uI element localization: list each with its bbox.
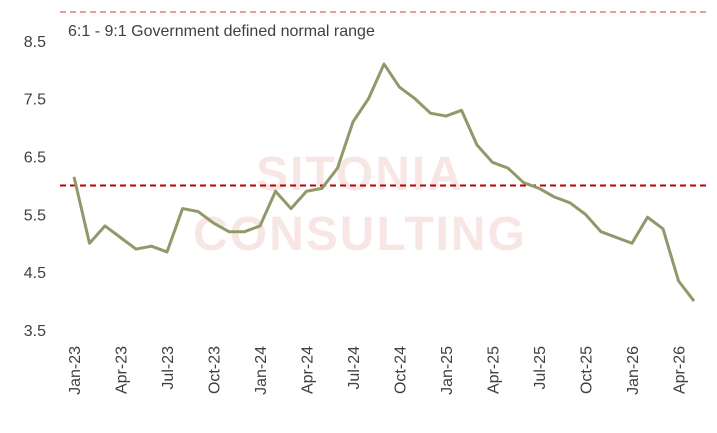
x-tick-label: Apr-26: [672, 346, 689, 394]
x-tick-label: Apr-24: [300, 346, 317, 394]
y-tick-label: 3.5: [24, 323, 46, 340]
x-tick-label: Jul-23: [160, 346, 177, 390]
x-tick-label: Oct-24: [393, 346, 410, 394]
x-tick-label: Jan-26: [625, 346, 642, 395]
y-tick-label: 4.5: [24, 265, 46, 282]
x-tick-label: Jan-25: [439, 346, 456, 395]
x-tick-label: Oct-23: [207, 346, 224, 394]
x-tick-label: Jan-23: [67, 346, 84, 395]
x-tick-label: Jul-24: [346, 346, 363, 390]
y-tick-label: 6.5: [24, 150, 46, 167]
x-tick-label: Oct-25: [579, 346, 596, 394]
x-tick-label: Jul-25: [532, 346, 549, 390]
y-tick-label: 7.5: [24, 92, 46, 109]
annotation: 6:1 - 9:1 Government defined normal rang…: [68, 23, 375, 40]
y-tick-label: 8.5: [24, 34, 46, 51]
x-tick-label: Jan-24: [253, 346, 270, 395]
x-tick-label: Apr-23: [114, 346, 131, 394]
y-tick-label: 5.5: [24, 207, 46, 224]
watermark: SITONIA: [256, 148, 464, 201]
watermark: CONSULTING: [193, 208, 527, 261]
data-line: [72, 62, 696, 303]
x-tick-label: Apr-25: [486, 346, 503, 394]
